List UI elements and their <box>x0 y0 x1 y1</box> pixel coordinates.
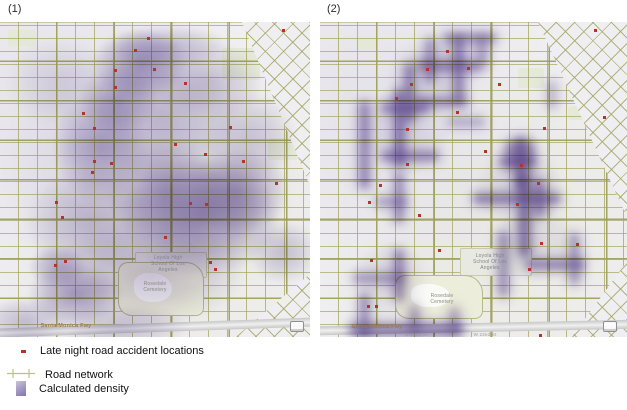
accident-point <box>467 67 470 70</box>
accident-point <box>55 201 58 204</box>
accident-point <box>229 126 232 129</box>
accident-point <box>367 305 370 308</box>
accident-points-layer <box>0 22 310 337</box>
accident-point <box>54 264 57 267</box>
accident-point <box>64 260 67 263</box>
accident-point <box>214 268 217 271</box>
accident-point <box>242 160 245 163</box>
accident-point <box>516 203 519 206</box>
accident-point <box>520 164 523 167</box>
map-label: W 22nd St <box>473 332 497 337</box>
map-label: Rosedale Cemetery <box>143 281 167 293</box>
accident-point <box>456 111 459 114</box>
accident-point <box>418 214 421 217</box>
accident-point <box>114 69 117 72</box>
density-swatch-icon <box>16 381 26 396</box>
accident-point <box>543 127 546 130</box>
accident-point <box>93 127 96 130</box>
cemetery-area <box>395 275 483 319</box>
accident-point <box>204 153 207 156</box>
accident-point <box>93 160 96 163</box>
accident-point <box>379 184 382 187</box>
legend-label-accident-locations: Late night road accident locations <box>40 345 204 357</box>
accident-point <box>275 182 278 185</box>
accident-point-icon <box>21 349 26 353</box>
accident-point <box>537 182 540 185</box>
accident-point <box>184 82 187 85</box>
map-label: Santa Monica Fwy <box>40 323 92 329</box>
accident-point <box>209 261 212 264</box>
accident-point <box>205 203 208 206</box>
accident-point <box>395 97 398 100</box>
legend-item-road-network: Road network <box>6 366 113 384</box>
accident-points-layer <box>320 22 627 337</box>
accident-point <box>406 163 409 166</box>
accident-point <box>484 150 487 153</box>
accident-point <box>370 259 373 262</box>
accident-point <box>438 249 441 252</box>
map-panel-2-network-density: Loyola High School Of Los Angeles Rosedal… <box>320 22 627 337</box>
map-label: Rosedale Cemetery <box>430 293 454 305</box>
accident-point <box>410 83 413 86</box>
legend-label-road-network: Road network <box>45 369 113 381</box>
accident-point <box>110 162 113 165</box>
accident-point <box>91 171 94 174</box>
accident-point <box>189 202 192 205</box>
accident-point <box>61 216 64 219</box>
panel-2-title: (2) <box>327 3 341 15</box>
accident-point <box>82 112 85 115</box>
legend-item-accident-locations: Late night road accident locations <box>14 345 204 357</box>
accident-point <box>153 68 156 71</box>
road-network-icon <box>6 366 36 384</box>
legend-label-calculated-density: Calculated density <box>39 382 129 395</box>
accident-point <box>375 305 378 308</box>
accident-point <box>594 29 597 32</box>
accident-point <box>446 50 449 53</box>
accident-point <box>406 128 409 131</box>
map-panel-1-kernel-density: Loyola High School Of Los Angeles Rosedal… <box>0 22 310 337</box>
accident-point <box>498 83 501 86</box>
legend-item-calculated-density: Calculated density <box>16 381 129 396</box>
accident-point <box>426 68 429 71</box>
accident-point <box>134 49 137 52</box>
accident-point <box>164 236 167 239</box>
accident-point <box>114 86 117 89</box>
map-logo-icon <box>603 321 617 332</box>
accident-point <box>282 29 285 32</box>
map-logo-icon <box>290 321 304 332</box>
accident-point <box>540 242 543 245</box>
accident-point <box>528 268 531 271</box>
accident-point <box>603 116 606 119</box>
accident-point <box>539 334 542 337</box>
accident-point <box>368 201 371 204</box>
accident-point <box>576 243 579 246</box>
accident-point <box>174 143 177 146</box>
panel-1-title: (1) <box>8 3 22 15</box>
accident-point <box>147 37 150 40</box>
